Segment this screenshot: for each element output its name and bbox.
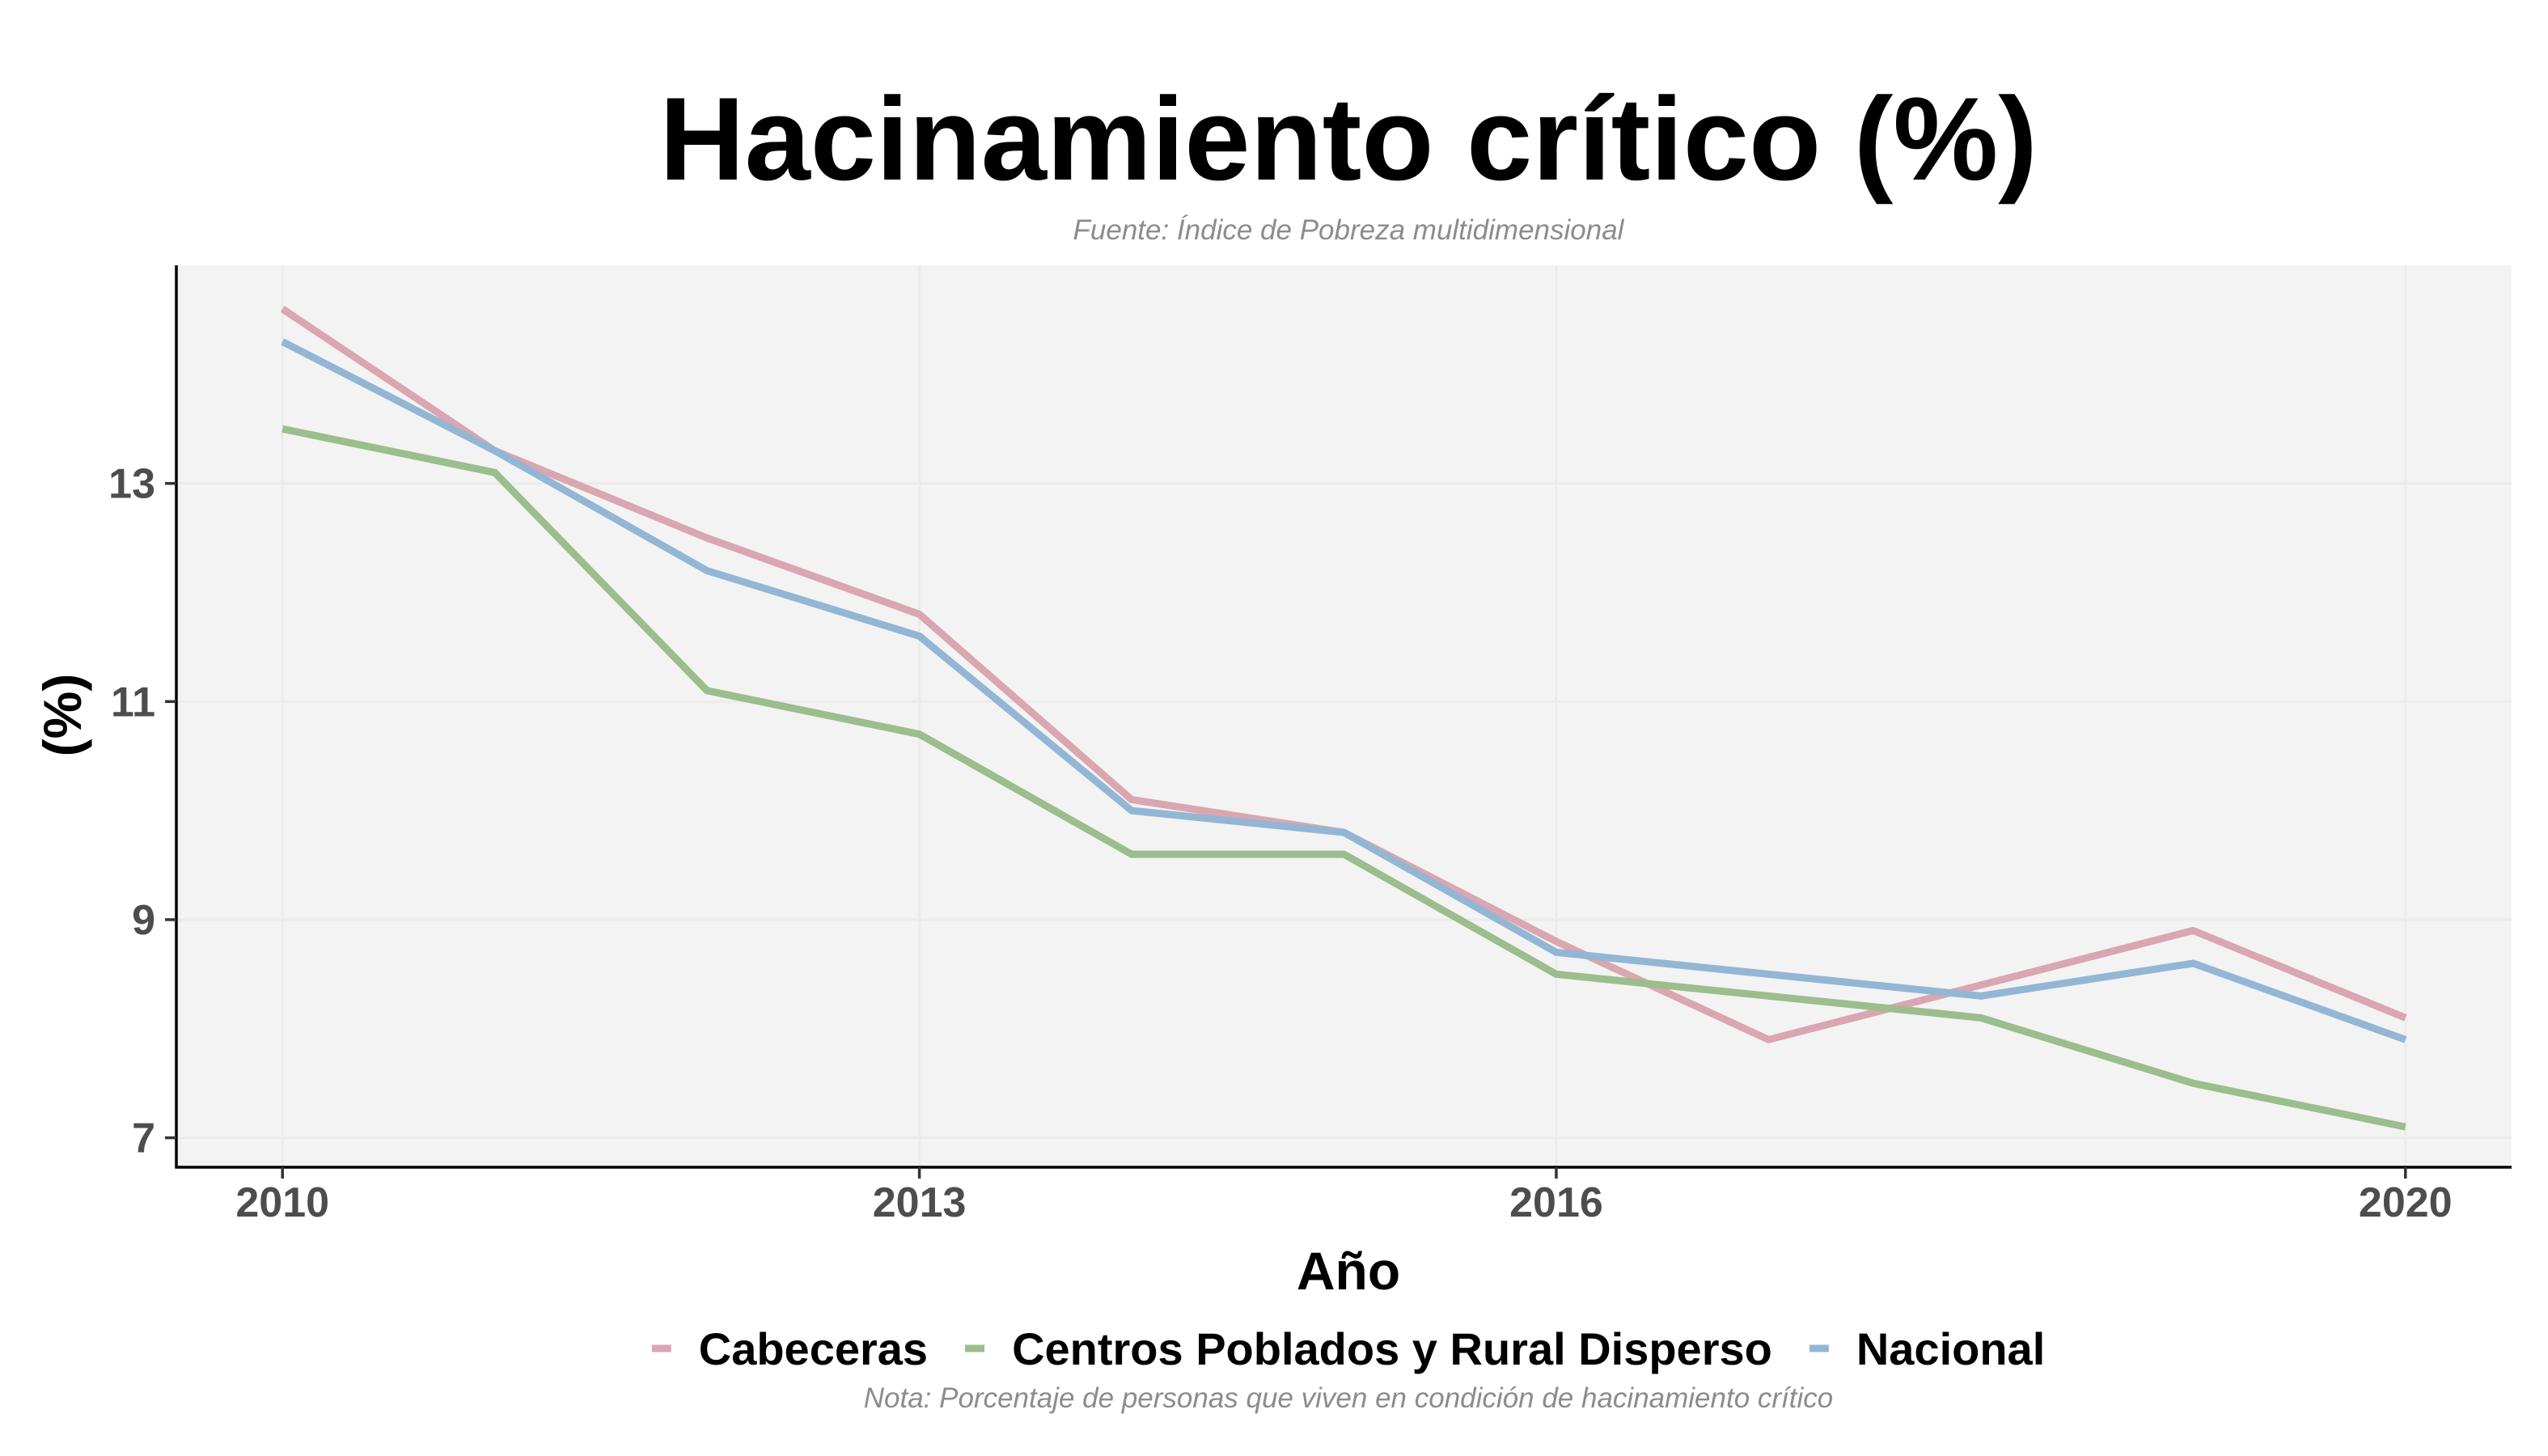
legend-label: Nacional [1856,1323,2045,1374]
y-tick-label: 13 [108,461,155,508]
x-tick-labels: 2010 2013 2016 2020 [235,1179,2452,1226]
y-tick-label: 7 [132,1115,155,1162]
legend-label: Cabeceras [699,1323,928,1374]
y-tick-label: 9 [132,897,155,944]
chart-subtitle: Fuente: Índice de Pobreza multidimension… [1073,214,1625,246]
y-axis-title: (%) [32,674,92,757]
x-axis-title: Año [1297,1241,1400,1301]
y-tick-labels: 7 9 11 13 [108,461,155,1162]
x-tick-label: 2016 [1509,1179,1603,1226]
y-tick-label: 11 [111,679,155,726]
grid-lines [176,265,2512,1167]
series-lines [280,306,2407,1131]
chart-caption: Nota: Porcentaje de personas que viven e… [864,1382,1834,1414]
legend: Cabeceras Centros Poblados y Rural Disper… [651,1323,2045,1374]
plot-panel [176,265,2512,1167]
x-tick-label: 2020 [2359,1179,2453,1226]
x-tick-label: 2010 [235,1179,329,1226]
series-line-3 [281,338,2407,1043]
series-line-2 [281,425,2406,1131]
x-tick-label: 2013 [873,1179,967,1226]
axes [165,265,2512,1179]
legend-label: Centros Poblados y Rural Disperso [1012,1323,1772,1374]
chart-title: Hacinamiento crítico (%) [659,73,2038,205]
